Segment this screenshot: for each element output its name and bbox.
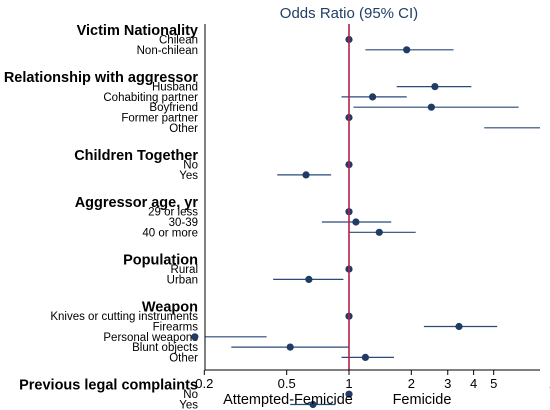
x-tick-label: 1 <box>345 376 352 391</box>
category-label: Population <box>123 253 198 269</box>
x-tick-label: 0.2 <box>195 376 213 391</box>
row-label: Boyfriend <box>149 102 198 114</box>
category-label: Previous legal complaints <box>19 378 198 394</box>
row-label: Yes <box>179 400 198 410</box>
row-label: 29 or less <box>148 207 198 219</box>
category-label: Relationship with aggressor <box>4 70 199 86</box>
category-label: Weapon <box>142 300 198 316</box>
estimate-point <box>403 46 411 54</box>
row-label: Other <box>169 123 198 135</box>
estimate-point <box>375 228 383 236</box>
estimate-point <box>352 218 360 226</box>
row-label: No <box>183 160 198 172</box>
estimate-point <box>368 93 377 101</box>
x-tick-label: 2 <box>408 376 415 391</box>
row-label: Blunt objects <box>132 342 198 354</box>
category-label: Children Together <box>74 148 198 164</box>
row-label: Rural <box>171 264 198 276</box>
estimate-point <box>302 171 310 179</box>
row-label: Former partner <box>121 113 198 125</box>
row-label: 40 or more <box>142 227 198 239</box>
x-tick-label: 10 <box>549 376 550 391</box>
x-tick-label: 4 <box>470 376 477 391</box>
x-axis-label-left: Attempted-Femicide <box>223 392 353 408</box>
category-label: Aggressor age, yr <box>75 195 199 211</box>
row-label: Yes <box>179 170 198 182</box>
chart-title: Odds Ratio (95% CI) <box>280 5 418 22</box>
estimate-point <box>427 103 435 111</box>
row-label: Non-chilean <box>137 45 198 57</box>
estimate-point <box>455 322 463 331</box>
row-label: Knives or cutting instruments <box>50 311 198 323</box>
row-label: Firearms <box>153 322 199 334</box>
row-label: Other <box>169 352 198 364</box>
x-axis-label-right: Femicide <box>393 392 452 408</box>
estimate-point <box>361 353 369 361</box>
estimate-point <box>345 390 353 398</box>
estimate-point <box>431 83 439 91</box>
row-label: Personal weapons <box>103 332 198 344</box>
estimate-point <box>309 400 317 409</box>
row-label: Husband <box>152 82 198 94</box>
row-label: 30-39 <box>169 217 198 229</box>
category-label: Victim Nationality <box>77 23 198 39</box>
row-label: Cohabiting partner <box>103 92 198 104</box>
x-tick-label: 5 <box>490 376 497 391</box>
row-label: Chilean <box>159 35 198 47</box>
estimate-point <box>305 275 313 283</box>
estimate-point <box>286 343 294 351</box>
x-tick-label: 3 <box>444 376 451 391</box>
row-label: Urban <box>167 274 198 286</box>
estimate-point <box>191 333 199 341</box>
row-label: No <box>183 389 198 401</box>
x-tick-label: 0.5 <box>278 376 296 391</box>
x-ticks: 0.20.512345101525 <box>195 370 550 391</box>
